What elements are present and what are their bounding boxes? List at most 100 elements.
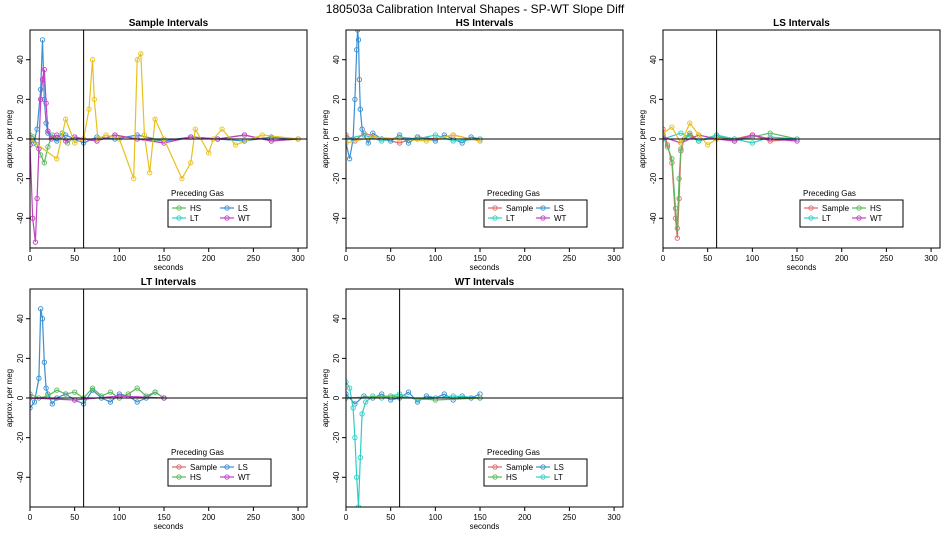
y-tick-label: -40	[649, 212, 658, 224]
x-tick-label: 300	[291, 513, 305, 522]
series-line-hs	[30, 387, 165, 399]
panel-title: WT Intervals	[455, 277, 515, 288]
x-axis-label: seconds	[154, 263, 184, 272]
legend-label-ls: LS	[554, 463, 564, 472]
x-tick-label: 300	[924, 254, 938, 263]
legend: Preceding Gas Sample LS LT WT	[483, 189, 588, 228]
y-tick-label: 20	[332, 353, 341, 362]
data-point-other	[141, 132, 148, 138]
plot-area	[346, 379, 483, 507]
data-point-other	[259, 132, 265, 138]
x-tick-label: 200	[835, 254, 849, 263]
data-point-ls	[39, 37, 46, 43]
data-point-other	[687, 120, 693, 126]
data-point-hs	[63, 391, 69, 397]
legend-label-ls: LS	[238, 463, 248, 472]
legend: Preceding Gas HS LS LT WT	[167, 189, 272, 228]
y-tick-label: -20	[16, 172, 25, 184]
legend-marker-wt	[224, 215, 230, 221]
data-point-other	[72, 140, 78, 146]
series-line-sample	[663, 128, 798, 239]
data-point-ls	[354, 30, 361, 33]
y-axis-label: approx. per meg	[321, 110, 330, 168]
legend-title: Preceding Gas	[171, 189, 224, 198]
data-point-other	[705, 142, 711, 148]
data-point-hs	[672, 205, 679, 212]
data-point-hs	[45, 144, 51, 150]
data-point-other	[131, 175, 137, 182]
x-tick-label: 200	[518, 254, 532, 263]
series-line-wt	[663, 134, 798, 144]
legend-box	[167, 458, 272, 487]
x-tick-label: 50	[703, 254, 712, 263]
data-point-hs	[54, 387, 60, 393]
data-point-ls	[370, 130, 376, 136]
data-point-hs	[41, 160, 47, 166]
legend-label-lt: LT	[822, 214, 831, 223]
data-point-ls	[354, 47, 360, 53]
x-tick-label: 50	[70, 513, 79, 522]
series-line-other	[346, 134, 481, 144]
data-point-ls	[43, 385, 49, 391]
data-point-lt	[363, 399, 369, 405]
y-tick-label: -40	[332, 212, 341, 224]
data-point-hs	[676, 175, 682, 182]
legend-marker-lt	[540, 474, 546, 480]
data-point-other	[346, 140, 349, 146]
data-point-ls	[41, 359, 47, 365]
data-point-ls	[31, 399, 38, 405]
data-point-sample	[676, 195, 682, 202]
panel-title: LS Intervals	[773, 18, 830, 29]
data-point-other	[206, 150, 212, 156]
legend-box	[799, 199, 904, 228]
x-tick-label: 0	[28, 513, 33, 522]
panel-title: LT Intervals	[141, 277, 197, 288]
legend-title: Preceding Gas	[171, 448, 224, 457]
data-point-ls	[405, 389, 412, 395]
data-point-sample	[663, 126, 666, 132]
x-tick-label: 250	[563, 254, 577, 263]
legend-label-wt: WT	[554, 214, 567, 223]
x-tick-label: 50	[386, 254, 395, 263]
data-point-wt	[749, 132, 756, 138]
data-point-sample	[346, 132, 349, 138]
series-line-lt	[346, 134, 481, 142]
y-axis-label: approx. per meg	[5, 369, 14, 427]
data-point-other	[678, 140, 684, 146]
data-point-lt	[346, 385, 353, 391]
data-point-wt	[38, 96, 44, 103]
data-point-hs	[134, 385, 140, 391]
legend-title: Preceding Gas	[803, 189, 856, 198]
data-point-lt	[346, 379, 349, 385]
data-point-lt	[361, 132, 367, 138]
y-tick-label: 40	[16, 55, 25, 64]
data-point-wt	[41, 66, 47, 73]
y-tick-label: 20	[649, 94, 658, 103]
y-tick-label: -40	[16, 471, 25, 483]
y-tick-label: 20	[16, 353, 25, 362]
data-point-hs	[72, 389, 78, 395]
data-point-ls	[346, 391, 349, 397]
data-point-lt	[350, 405, 356, 411]
legend-title: Preceding Gas	[487, 448, 540, 457]
legend-marker-hs	[856, 205, 862, 211]
data-point-ls	[134, 399, 140, 405]
y-tick-label: 0	[16, 395, 25, 400]
x-tick-label: 100	[746, 254, 760, 263]
legend: Preceding Gas Sample LS HS WT	[167, 448, 272, 487]
legend-marker-sample	[492, 205, 498, 211]
data-point-ls	[441, 391, 447, 397]
data-point-ls	[352, 96, 358, 103]
legend-marker-hs	[492, 474, 498, 480]
x-axis-label: seconds	[154, 522, 184, 531]
data-point-other	[192, 126, 198, 132]
y-tick-label: 40	[332, 55, 341, 64]
data-point-ls	[107, 399, 114, 405]
plot-area	[663, 120, 800, 241]
legend-marker-ls	[224, 205, 230, 211]
